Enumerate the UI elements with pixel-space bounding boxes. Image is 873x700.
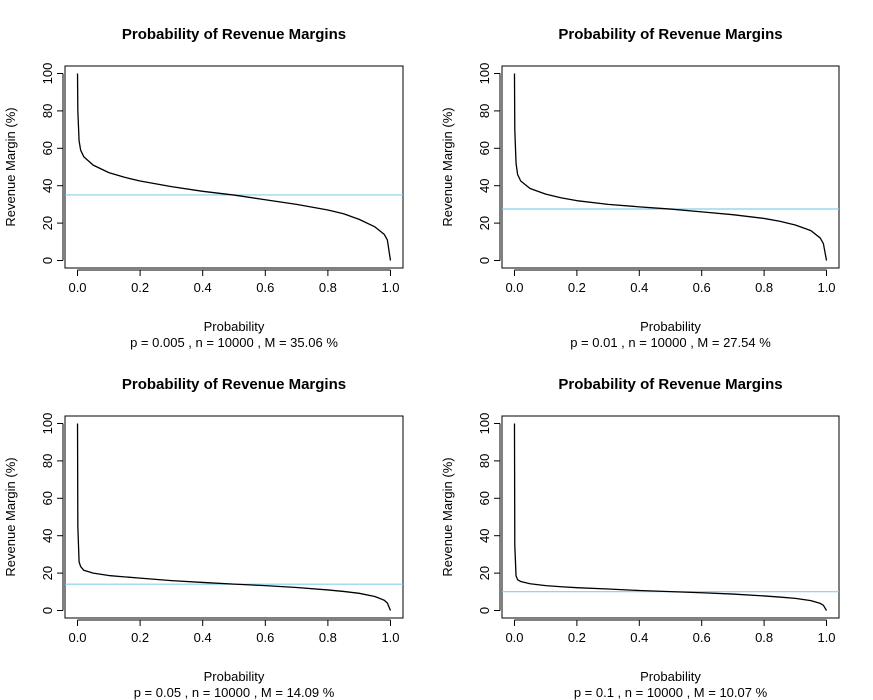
y-tick-label: 100 xyxy=(477,413,492,435)
margin-curve xyxy=(76,423,392,611)
x-tick-label: 0.8 xyxy=(319,280,337,295)
y-tick-label: 60 xyxy=(477,491,492,505)
chart-panel-1: Probability of Revenue Margins 0.0 0.2 0.4 0… xyxy=(3,26,404,350)
x-tick-label: 0.0 xyxy=(68,280,86,295)
plot-frame xyxy=(501,415,840,619)
y-axis-label: Revenue Margin (%) xyxy=(440,457,455,576)
y-tick-label: 40 xyxy=(40,528,55,542)
y-tick-label: 60 xyxy=(40,141,55,155)
y-axis-label: Revenue Margin (%) xyxy=(3,107,18,226)
chart-panel-3: Probability of Revenue Margins 0.0 0.2 0.4 0… xyxy=(3,376,404,700)
y-tick-label: 20 xyxy=(477,566,492,580)
plot-frame xyxy=(64,65,404,269)
y-tick-label: 100 xyxy=(40,63,55,85)
x-tick-label: 0.0 xyxy=(505,280,523,295)
x-tick-label: 0.2 xyxy=(568,280,586,295)
chart-panel-4: Probability of Revenue Margins 0.0 0.2 0.4 0… xyxy=(440,376,840,700)
x-tick-label: 0.0 xyxy=(68,630,86,645)
y-axis-label: Revenue Margin (%) xyxy=(440,107,455,226)
x-tick-label: 0.8 xyxy=(319,630,337,645)
chart-subtitle: p = 0.05 , n = 10000 , M = 14.09 % xyxy=(134,685,335,700)
x-tick-label: 1.0 xyxy=(817,630,835,645)
x-axis-label: Probability xyxy=(204,669,265,684)
y-tick-label: 20 xyxy=(40,216,55,230)
chart-subtitle: p = 0.1 , n = 10000 , M = 10.07 % xyxy=(574,685,768,700)
y-tick-label: 20 xyxy=(477,216,492,230)
y-tick-label: 40 xyxy=(40,178,55,192)
y-tick-label: 0 xyxy=(40,607,55,614)
chart-panel-2: Probability of Revenue Margins 0.0 0.2 0.4 0… xyxy=(440,26,840,350)
y-tick-label: 80 xyxy=(477,454,492,468)
y-tick-label: 60 xyxy=(40,491,55,505)
x-tick-label: 0.4 xyxy=(194,630,212,645)
x-tick-label: 1.0 xyxy=(381,630,399,645)
x-tick-label: 0.6 xyxy=(693,280,711,295)
x-tick-label: 0.6 xyxy=(256,630,274,645)
y-tick-label: 0 xyxy=(477,257,492,264)
plot-frame xyxy=(501,65,840,269)
x-tick-label: 0.4 xyxy=(630,280,648,295)
x-tick-label: 0.6 xyxy=(693,630,711,645)
y-tick-label: 0 xyxy=(40,257,55,264)
chart-title: Probability of Revenue Margins xyxy=(558,26,782,43)
chart-title: Probability of Revenue Margins xyxy=(122,26,346,43)
x-tick-label: 0.0 xyxy=(505,630,523,645)
x-tick-label: 0.2 xyxy=(131,280,149,295)
x-tick-label: 1.0 xyxy=(817,280,835,295)
chart-title: Probability of Revenue Margins xyxy=(558,376,782,393)
margin-curve xyxy=(513,423,828,611)
x-tick-label: 0.8 xyxy=(755,280,773,295)
y-tick-label: 40 xyxy=(477,528,492,542)
y-tick-label: 80 xyxy=(40,454,55,468)
x-tick-label: 0.8 xyxy=(755,630,773,645)
plot-frame xyxy=(64,415,404,619)
y-tick-label: 40 xyxy=(477,178,492,192)
y-tick-label: 80 xyxy=(477,104,492,118)
x-tick-label: 0.6 xyxy=(256,280,274,295)
x-tick-label: 1.0 xyxy=(381,280,399,295)
chart-title: Probability of Revenue Margins xyxy=(122,376,346,393)
x-tick-label: 0.2 xyxy=(568,630,586,645)
x-axis-label: Probability xyxy=(204,319,265,334)
y-tick-label: 0 xyxy=(477,607,492,614)
margin-curve xyxy=(76,73,392,261)
x-axis-label: Probability xyxy=(640,319,701,334)
x-tick-label: 0.4 xyxy=(194,280,212,295)
x-tick-label: 0.4 xyxy=(630,630,648,645)
x-axis-label: Probability xyxy=(640,669,701,684)
x-tick-label: 0.2 xyxy=(131,630,149,645)
chart-subtitle: p = 0.01 , n = 10000 , M = 27.54 % xyxy=(570,335,771,350)
y-tick-label: 20 xyxy=(40,566,55,580)
y-tick-label: 100 xyxy=(40,413,55,435)
y-tick-label: 60 xyxy=(477,141,492,155)
y-tick-label: 100 xyxy=(477,63,492,85)
y-tick-label: 80 xyxy=(40,104,55,118)
y-axis-label: Revenue Margin (%) xyxy=(3,457,18,576)
margin-curve xyxy=(513,73,828,261)
chart-subtitle: p = 0.005 , n = 10000 , M = 35.06 % xyxy=(130,335,338,350)
